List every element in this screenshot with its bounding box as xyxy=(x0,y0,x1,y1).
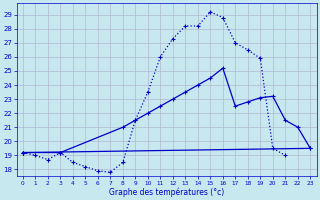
X-axis label: Graphe des températures (°c): Graphe des températures (°c) xyxy=(109,187,224,197)
